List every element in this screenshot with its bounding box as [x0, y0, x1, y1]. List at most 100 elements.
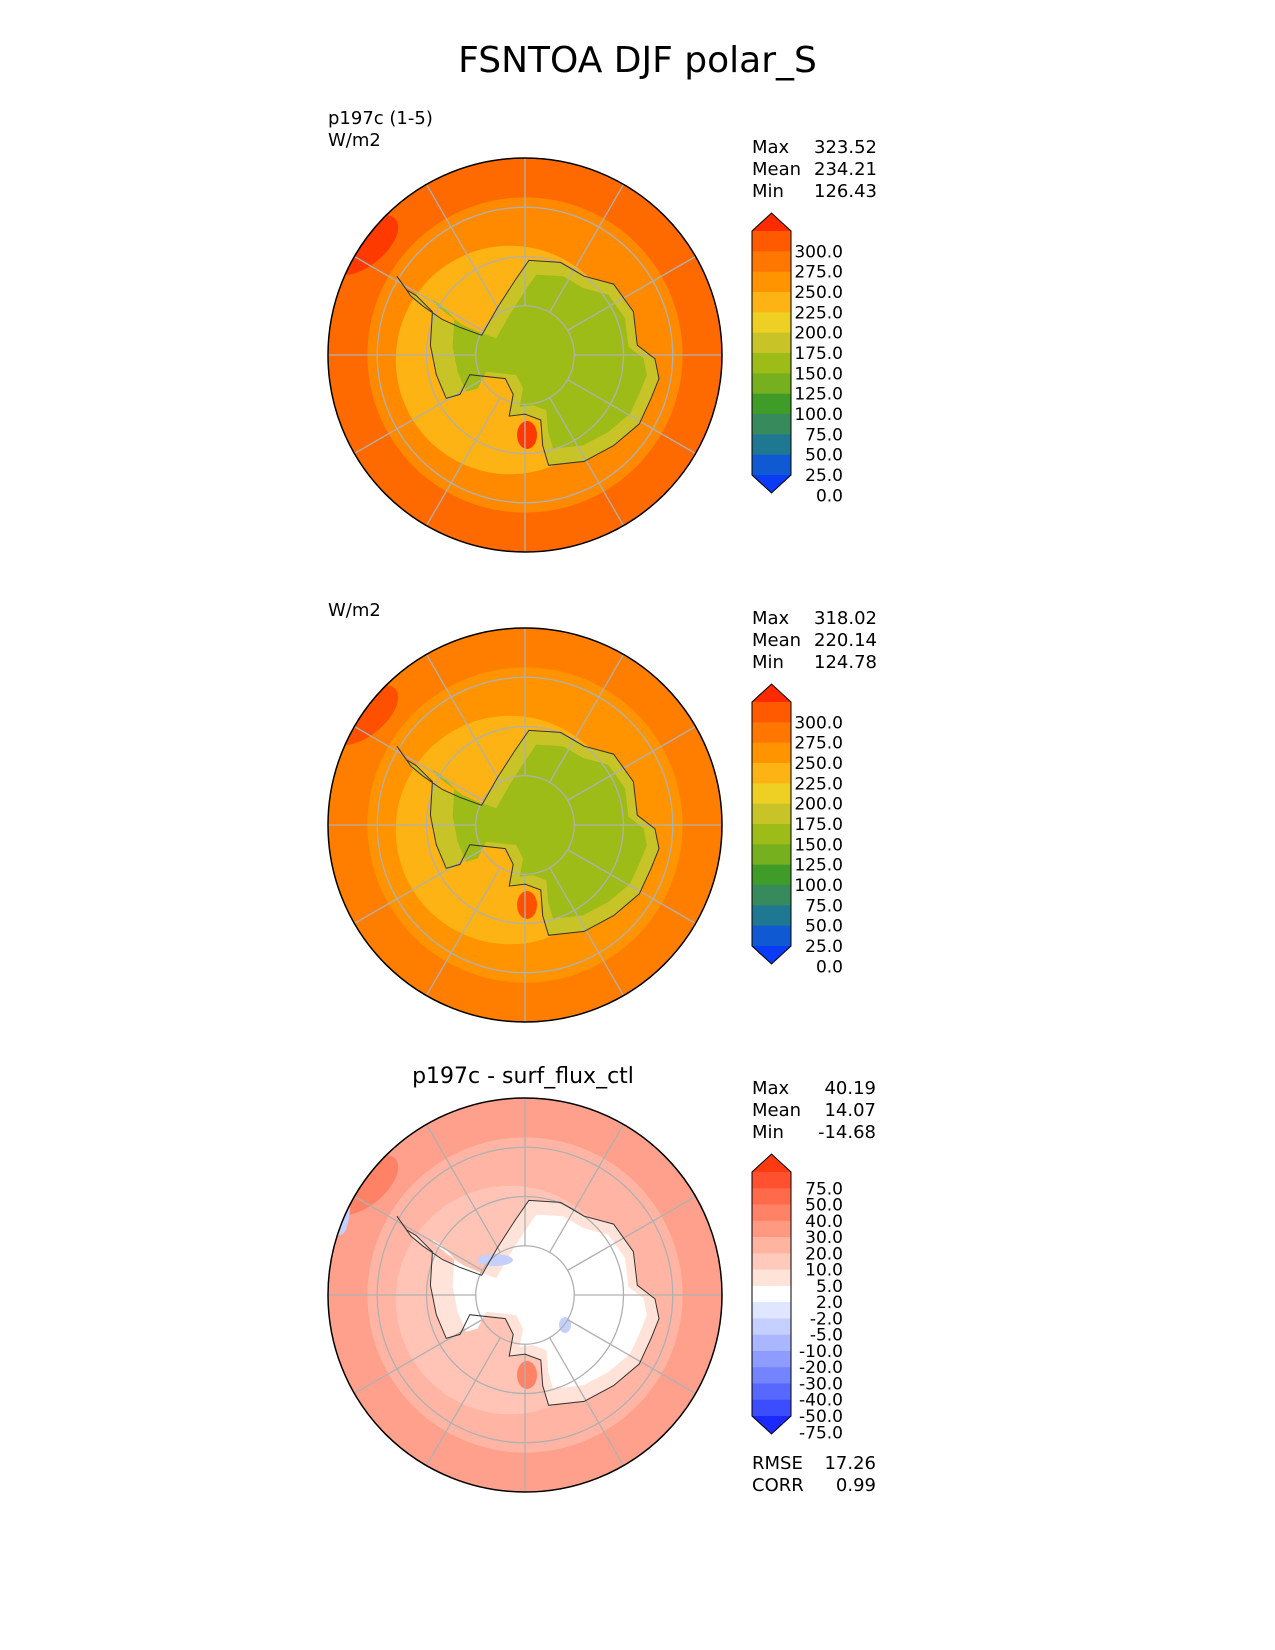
figure-title: FSNTOA DJF polar_S [458, 40, 817, 81]
panel2-stat-value: 318.02 [814, 608, 877, 629]
meridian-line [425, 1124, 501, 1253]
colorbar-tick-label: 2.0 [816, 1293, 843, 1313]
colorbar-tick-label: -75.0 [799, 1423, 843, 1443]
colorbar-tick-label: -40.0 [799, 1391, 843, 1411]
panel2-stat-value: 124.78 [814, 652, 877, 673]
panel3-map [327, 1097, 723, 1493]
colorbar-segment [752, 251, 791, 273]
colorbar-tick-label: 50.0 [805, 1196, 843, 1216]
map-border [327, 1097, 723, 1493]
colorbar-segment [752, 763, 791, 784]
meridian-line [549, 867, 625, 996]
colorbar-segment [752, 925, 791, 947]
panel1-label-line1: p197c (1-5) [328, 108, 433, 129]
colorbar-tick-label: 150.0 [794, 364, 843, 384]
colorbar-segment [752, 271, 791, 293]
meridian-line [567, 725, 696, 801]
colorbar-segment [752, 844, 791, 866]
panel3-metric-key: RMSE [752, 1453, 803, 1474]
colorbar-tick-label: 225.0 [794, 303, 843, 323]
meridian-line [549, 1124, 625, 1253]
colorbar-segment [752, 292, 791, 313]
meridian-line [567, 1195, 696, 1271]
colorbar-tick-label: 300.0 [794, 242, 843, 262]
colorbar-outline [751, 683, 792, 965]
panel3-stat-key: Min [752, 1122, 784, 1143]
colorbar-tick-label: 10.0 [805, 1261, 843, 1281]
panel2-map [327, 627, 723, 1023]
colorbar-segment [752, 1367, 791, 1384]
coastal-hotspot [517, 891, 537, 919]
panel3-title: p197c - surf_flux_ctl [412, 1064, 634, 1089]
colorbar-segment [752, 1204, 791, 1222]
colorbar-tick-label: 300.0 [794, 713, 843, 733]
panel3-stats: Max 40.19 Mean 14.07 Min -14.68 [752, 1078, 876, 1144]
panel1-stat-key: Min [752, 181, 784, 202]
panel1-label: p197c (1-5) W/m2 [328, 108, 433, 152]
map-border [327, 157, 723, 553]
colorbar-segment [752, 1237, 791, 1254]
colorbar-extend-top [752, 1154, 791, 1172]
colorbar-extend-top [752, 684, 791, 702]
meridian-line [425, 867, 501, 996]
colorbar-tick-label: 175.0 [794, 815, 843, 835]
colorbar-tick-label: 175.0 [794, 344, 843, 364]
meridian-line [549, 184, 625, 313]
colorbar-segment [752, 722, 791, 744]
colorbar-tick-label: 275.0 [794, 734, 843, 754]
colorbar-segment [752, 231, 791, 252]
coastline [396, 1199, 660, 1406]
colorbar-tick-label: -30.0 [799, 1374, 843, 1394]
colorbar-segment [752, 393, 791, 415]
colorbar-segment [752, 702, 791, 723]
panel2-stat-value: 220.14 [814, 630, 877, 651]
colorbar-tick-label: 50.0 [805, 446, 843, 466]
meridian-line [549, 397, 625, 526]
meridian-line [567, 1319, 696, 1395]
panel3-metric-key: CORR [752, 1475, 804, 1496]
colorbar-tick-label: -20.0 [799, 1358, 843, 1378]
meridian-line [425, 397, 501, 526]
panel1-stat-key: Mean [752, 159, 802, 180]
panel1-stat-value: 323.52 [814, 137, 877, 158]
colorbar-segment [752, 1383, 791, 1401]
panel3-stat-key: Max [752, 1078, 790, 1099]
colorbar-tick-label: 0.0 [816, 957, 843, 976]
map-field [328, 628, 722, 1022]
coastal-hotspot [517, 1361, 537, 1389]
panel3-colorbar: 75.050.040.030.020.010.05.02.0-2.0-5.0-1… [751, 1153, 843, 1443]
meridian-line [425, 654, 501, 783]
colorbar-extend-bottom [752, 1416, 791, 1434]
colorbar-tick-label: 200.0 [794, 795, 843, 815]
panel3-stat-key: Mean [752, 1100, 802, 1121]
colorbar-tick-label: 75.0 [805, 425, 843, 445]
panel1-map [327, 157, 723, 553]
panel2-stat-key: Max [752, 608, 790, 629]
colorbar-segment [752, 1318, 791, 1336]
negative-patch [477, 1254, 513, 1266]
colorbar-tick-label: 200.0 [794, 324, 843, 344]
colorbar-tick-label: 125.0 [794, 856, 843, 876]
panel3-stat-value: 40.19 [824, 1078, 876, 1099]
colorbar-tick-label: 100.0 [794, 405, 843, 425]
panel3-metric-value: 0.99 [835, 1475, 876, 1496]
panel2-stat-key: Min [752, 652, 784, 673]
panel3-stat-value: 14.07 [824, 1100, 876, 1121]
colorbar-segment [752, 1350, 791, 1368]
meridian-line [354, 725, 483, 801]
ice-interior [424, 744, 647, 919]
colorbar-segment [752, 1172, 791, 1189]
colorbar-tick-label: 30.0 [805, 1228, 843, 1248]
colorbar-extend-top [752, 213, 791, 231]
panel2-stat-key: Mean [752, 630, 802, 651]
colorbar-tick-label: 75.0 [805, 896, 843, 916]
map-field [328, 158, 722, 552]
panel1-stat-value: 126.43 [814, 181, 877, 202]
colorbar-segment [752, 1302, 791, 1319]
coastline [396, 259, 660, 466]
colorbar-segment [752, 353, 791, 374]
colorbar-segment [752, 824, 791, 845]
colorbar-tick-label: 275.0 [794, 263, 843, 283]
meridian-line [354, 1195, 483, 1271]
colorbar-outline [751, 1153, 792, 1435]
